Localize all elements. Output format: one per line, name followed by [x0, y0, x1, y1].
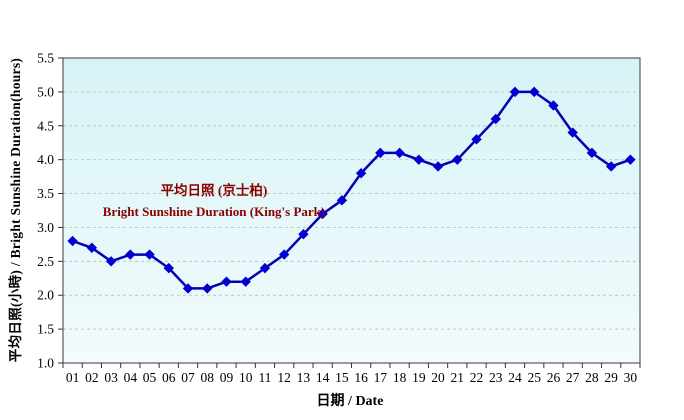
x-tick-label: 19: [412, 370, 426, 385]
x-tick-label: 22: [470, 370, 484, 385]
x-tick-label: 17: [374, 370, 388, 385]
data-point-marker: [548, 100, 559, 111]
x-tick-label: 28: [585, 370, 599, 385]
data-point-marker: [67, 235, 78, 247]
data-point-marker: [567, 127, 578, 138]
data-point-marker: [375, 147, 386, 159]
data-point-marker: [278, 249, 290, 260]
y-tick-label: 5.0: [37, 84, 54, 99]
series-label-chinese: 平均日照 (京士柏): [160, 183, 268, 198]
x-tick-label: 10: [239, 370, 253, 385]
data-point-marker: [202, 283, 213, 294]
x-tick-label: 02: [85, 370, 99, 385]
x-tick-label: 11: [258, 370, 271, 385]
x-tick-label: 30: [624, 370, 638, 385]
data-point-marker: [355, 168, 367, 179]
y-tick-label: 1.0: [37, 356, 54, 371]
data-point-marker: [298, 229, 309, 240]
data-point-marker: [259, 262, 271, 274]
y-tick-label: 4.5: [37, 118, 54, 133]
x-tick-label: 13: [297, 370, 311, 385]
x-tick-label: 09: [220, 370, 234, 385]
data-point-marker: [182, 283, 194, 294]
x-tick-label: 18: [393, 370, 407, 385]
data-point-marker: [336, 195, 348, 206]
data-point-marker: [394, 147, 405, 159]
x-tick-label: 27: [566, 370, 580, 385]
x-tick-label: 20: [431, 370, 445, 385]
data-point-marker: [144, 249, 155, 260]
y-tick-label: 2.0: [37, 288, 54, 303]
x-tick-label: 08: [201, 370, 215, 385]
x-tick-label: 15: [335, 370, 349, 385]
series-label: 平均日照 (京士柏) Bright Sunshine Duration (Kin…: [103, 180, 326, 222]
plot-background: [63, 58, 640, 363]
x-tick-label: 03: [104, 370, 118, 385]
data-point-marker: [471, 134, 482, 145]
data-point-marker: [605, 161, 617, 172]
x-tick-label: 14: [316, 370, 330, 385]
x-tick-label: 29: [604, 370, 618, 385]
y-tick-label: 2.5: [37, 254, 54, 269]
data-point-marker: [452, 154, 463, 165]
data-point-marker: [432, 161, 444, 172]
y-tick-label: 5.5: [37, 51, 54, 66]
data-point-marker: [221, 276, 232, 287]
data-point-marker: [240, 276, 251, 287]
y-tick-label: 4.0: [37, 152, 54, 167]
x-tick-label: 07: [181, 370, 195, 385]
x-tick-label: 21: [451, 370, 465, 385]
data-point-marker: [490, 113, 501, 125]
x-tick-label: 01: [66, 370, 80, 385]
data-point-marker: [413, 154, 425, 165]
x-tick-label: 23: [489, 370, 503, 385]
y-axis-title: 平均日照(小時) / Bright Sunshine Duration(hour…: [8, 57, 23, 363]
data-point-marker: [625, 154, 636, 165]
data-point-marker: [529, 86, 540, 98]
data-point-marker: [86, 242, 98, 253]
series-label-english: Bright Sunshine Duration (King's Park): [102, 204, 326, 219]
data-point-marker: [509, 86, 521, 98]
data-point-marker: [317, 208, 328, 220]
x-tick-label: 04: [124, 370, 138, 385]
y-tick-label: 1.5: [37, 322, 54, 337]
data-point-marker: [163, 262, 174, 274]
x-tick-label: 12: [277, 370, 291, 385]
series-line: [71, 90, 632, 290]
x-tick-label: 06: [162, 370, 176, 385]
x-tick-label: 24: [508, 370, 522, 385]
y-tick-label: 3.0: [37, 220, 54, 235]
x-tick-label: 26: [547, 370, 561, 385]
data-point-marker: [586, 147, 598, 159]
data-point-marker: [105, 256, 117, 267]
x-tick-label: 16: [354, 370, 368, 385]
x-axis-title: 日期 / Date: [316, 394, 384, 409]
x-tick-label: 05: [143, 370, 157, 385]
x-tick-label: 25: [527, 370, 541, 385]
data-point-marker: [125, 249, 136, 260]
y-tick-label: 3.5: [37, 186, 54, 201]
